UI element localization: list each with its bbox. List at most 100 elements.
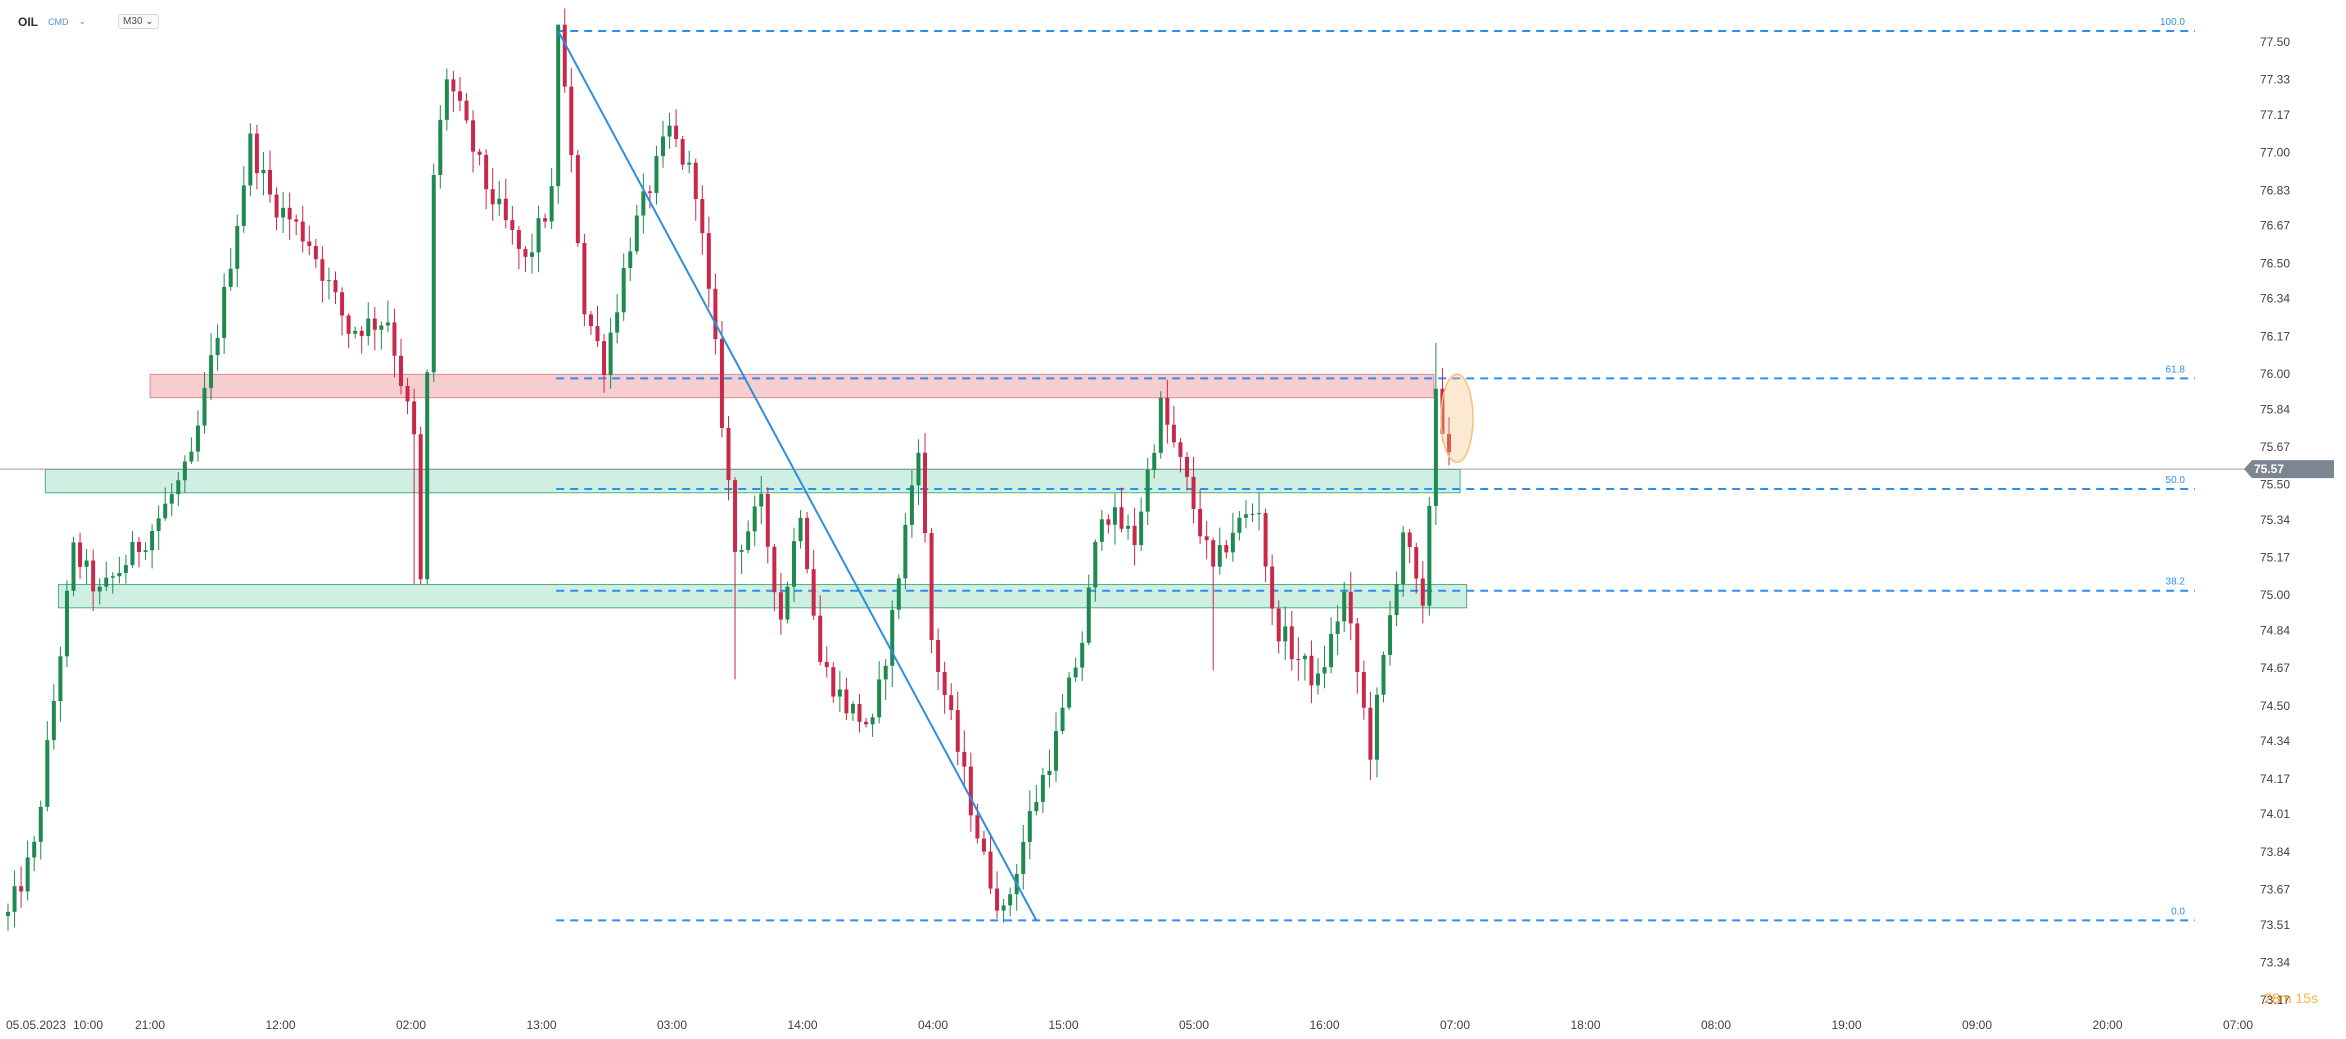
candle [1263,508,1268,583]
candle-body [202,387,207,426]
candle [595,305,600,348]
chevron-down-icon[interactable]: ⌄ [78,16,87,26]
candle [1073,657,1078,682]
candle-body [58,656,63,702]
candle-body [981,838,986,852]
y-tick-label: 73.51 [2260,918,2290,932]
candle-body [1237,517,1242,533]
candle [634,204,639,255]
candle [156,505,161,551]
candle [765,487,770,564]
candle-body [45,740,50,807]
candle-body [1106,519,1111,525]
y-tick-label: 74.67 [2260,661,2290,675]
countdown-minutes: 28m [2264,990,2292,1006]
candle-body [857,704,862,722]
candle-body [1093,541,1098,588]
candle [431,163,436,382]
candle-body [261,169,266,174]
x-tick-label: 10:00 [73,1018,103,1032]
candle [12,870,17,928]
candle [680,135,685,171]
candle-body [647,191,652,193]
symbol-label[interactable]: OIL [18,14,38,29]
current-price-tag-bg [2244,460,2334,479]
market-label: CMD [48,16,69,27]
candle [235,214,240,288]
candle-body [195,425,200,452]
candle [1040,767,1045,813]
candle [778,572,783,635]
candle-body [150,530,155,551]
candle-body [988,851,993,889]
candle [1388,600,1393,666]
candle [1126,514,1131,540]
candle [1348,571,1353,641]
candle [58,646,63,722]
candle-body [1034,801,1039,812]
candle-body [1224,545,1229,553]
candle [1034,784,1039,816]
candle-body [130,541,135,566]
candle-body [575,155,580,243]
y-tick-label: 75.50 [2260,478,2290,492]
x-tick-label: 16:00 [1309,1018,1339,1032]
candle-body [1158,397,1163,453]
candle [261,151,266,196]
candle-body [497,198,502,205]
candle [477,148,482,166]
candle-body [84,560,89,567]
y-tick-label: 76.67 [2260,219,2290,233]
candle [870,713,875,737]
candle-body [1342,591,1347,622]
candle-body [385,322,390,326]
candle-body [1204,536,1209,541]
candle [1237,511,1242,541]
candle [1080,631,1085,682]
candle-body [405,386,410,402]
candle-body [674,125,679,140]
candle-body [864,721,869,725]
candle-body [1112,507,1117,525]
candle [739,544,744,574]
candle [962,730,967,788]
candle [562,8,567,93]
candle-body [1427,505,1432,606]
candle-body [1211,540,1216,567]
candle [326,267,331,300]
candle [988,832,993,895]
candle-body [110,576,115,578]
y-tick-label: 75.84 [2260,402,2290,416]
candle-body [739,549,744,552]
candle-body [1165,397,1170,425]
candle-body [516,230,521,249]
candle [726,415,731,501]
candle [667,112,672,149]
candle [883,659,888,700]
candle [1374,687,1379,778]
candle [353,326,358,339]
y-tick-label: 73.84 [2260,845,2290,859]
candle-body [1073,667,1078,678]
candle [1106,514,1111,534]
candle [6,903,10,931]
candle [752,495,757,547]
timeframe-button[interactable]: M30 ⌄ [118,14,159,29]
candle [1355,617,1360,694]
candle-body [949,695,954,711]
x-tick-label: 07:00 [1440,1018,1470,1032]
candle [942,661,947,714]
candle-body [19,886,24,892]
candle-body [379,325,384,330]
candle [661,120,665,168]
candle [340,287,345,336]
candle [471,110,476,173]
candle [385,300,390,333]
candle-body [1257,513,1262,515]
candle-body [1322,667,1327,674]
candle [300,205,305,253]
x-tick-label: 08:00 [1701,1018,1731,1032]
candle [294,214,299,236]
y-tick-label: 77.17 [2260,108,2290,122]
